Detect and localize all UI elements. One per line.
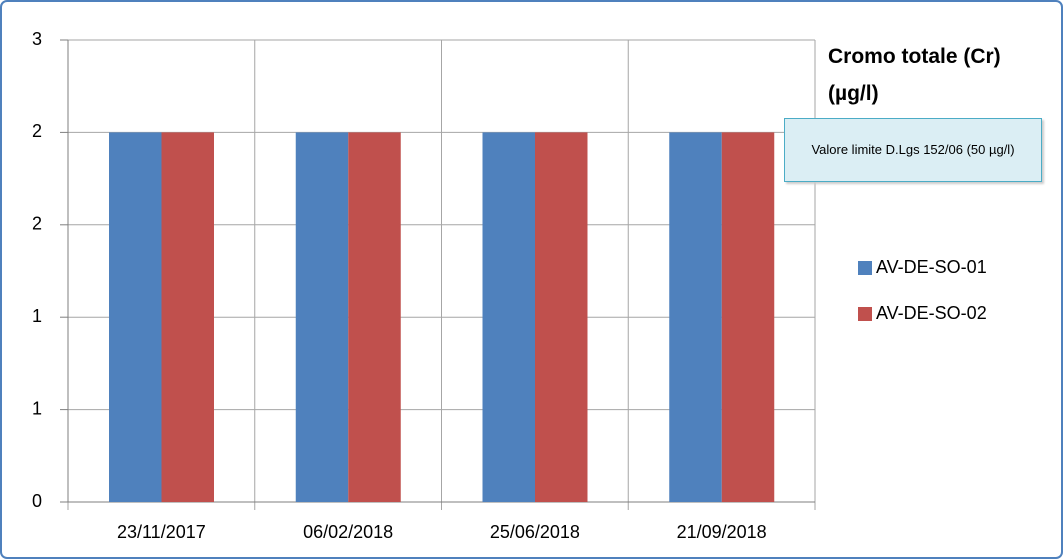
bar [109, 132, 162, 502]
legend-label: AV-DE-SO-02 [876, 303, 987, 323]
y-tick-label: 3 [32, 29, 42, 49]
legend-swatch [858, 307, 872, 321]
y-tick-label: 2 [32, 121, 42, 141]
annotation: Valore limite D.Lgs 152/06 (50 µg/l) [784, 118, 1042, 182]
bar [161, 132, 214, 502]
y-tick-label: 2 [32, 214, 42, 234]
y-tick-label: 0 [32, 491, 42, 511]
x-tick-label: 06/02/2018 [303, 522, 393, 542]
bar [669, 132, 722, 502]
x-tick-label: 25/06/2018 [490, 522, 580, 542]
bar [295, 132, 349, 502]
y-tick-label: 1 [32, 398, 42, 418]
bar [721, 132, 775, 502]
bar [348, 132, 401, 502]
legend-swatch [858, 261, 872, 275]
legend-label: AV-DE-SO-01 [876, 257, 987, 277]
x-tick-label: 23/11/2017 [117, 522, 206, 542]
x-tick-label: 21/09/2018 [677, 522, 767, 542]
chart-title: Cromo totale (Cr) (µg/l) [828, 45, 1001, 105]
bar [482, 132, 535, 502]
y-tick-label: 1 [32, 306, 42, 326]
bar [535, 132, 588, 502]
